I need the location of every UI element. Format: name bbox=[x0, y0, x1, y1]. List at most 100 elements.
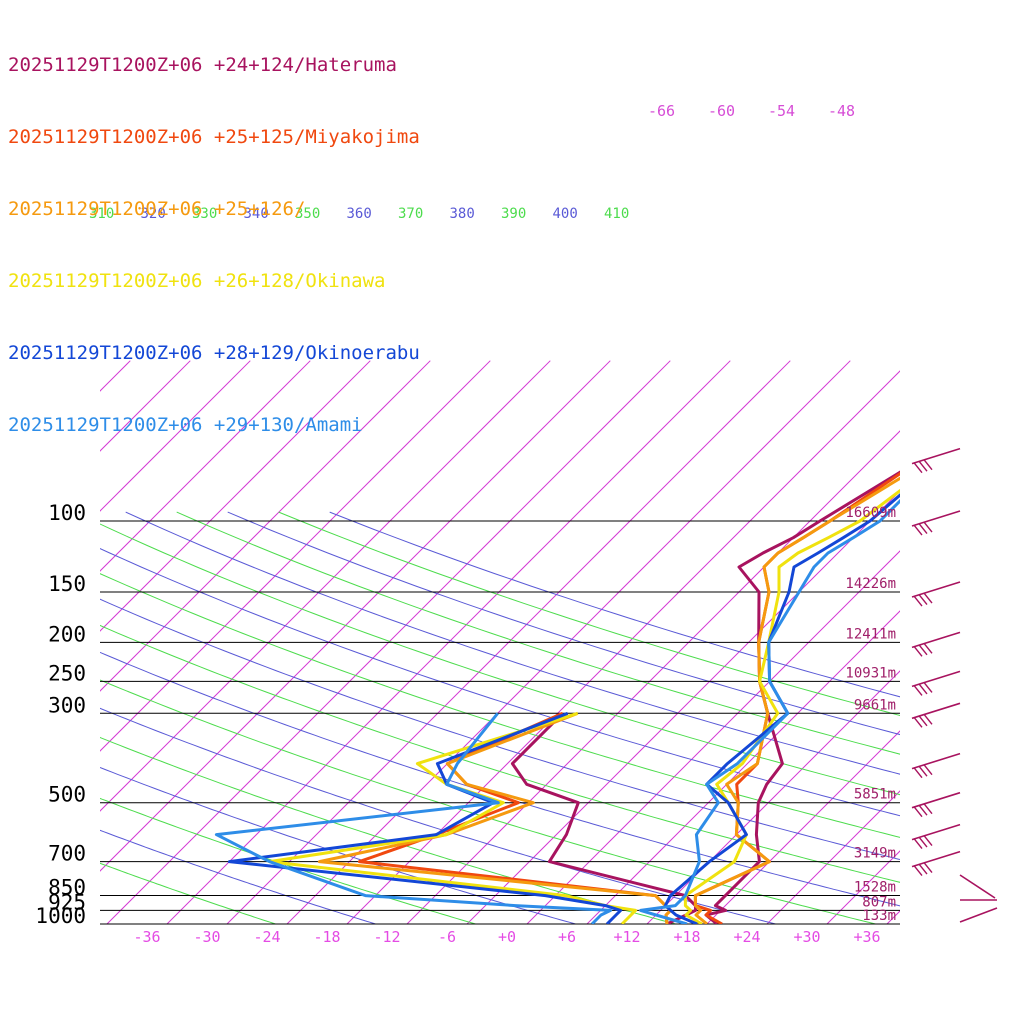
temperature-tick-label: -24 bbox=[253, 928, 280, 946]
isentrope-line bbox=[100, 598, 900, 861]
isentrope-label: 350 bbox=[295, 206, 320, 222]
pressure-label: 925 bbox=[48, 890, 86, 914]
dewpoint-line bbox=[317, 711, 673, 924]
temperature-tick-label: +18 bbox=[673, 928, 700, 946]
dewpoint-line bbox=[510, 712, 698, 924]
height-label: 3149m bbox=[854, 846, 896, 862]
isentrope-line bbox=[100, 547, 900, 817]
isentrope-label: 380 bbox=[450, 206, 475, 222]
legend-entry-hateruma: 20251129T1200Z+06 +24+124/Hateruma bbox=[8, 54, 397, 76]
temperature-line bbox=[704, 470, 900, 924]
wind-barb bbox=[911, 581, 961, 607]
height-label: 5851m bbox=[854, 787, 896, 803]
isotherm-line bbox=[646, 670, 900, 924]
temperature-tick-label: -30 bbox=[193, 928, 220, 946]
isentrope-label: 340 bbox=[244, 206, 269, 222]
legend-entry-okinoerabu: 20251129T1200Z+06 +28+129/Okinoerabu bbox=[8, 342, 420, 364]
isentrope-line bbox=[125, 511, 900, 775]
isentrope-label: 360 bbox=[347, 206, 372, 222]
pressure-label: 250 bbox=[48, 661, 86, 685]
isentrope-line bbox=[100, 624, 900, 883]
isentrope-label: 310 bbox=[89, 206, 114, 222]
upper-isotherm-label: -48 bbox=[828, 102, 855, 120]
height-label: 133m bbox=[862, 908, 896, 924]
temperature-line bbox=[683, 488, 900, 924]
temperature-tick-label: +24 bbox=[733, 928, 760, 946]
wind-barbs bbox=[911, 447, 998, 923]
isentrope-label: 390 bbox=[501, 206, 526, 222]
wind-barb bbox=[911, 670, 961, 696]
temperature-tick-label: -18 bbox=[313, 928, 340, 946]
height-label: 9661m bbox=[854, 697, 896, 713]
isotherm-line bbox=[947, 361, 1024, 924]
temperature-tick-label: -36 bbox=[133, 928, 160, 946]
temperature-tick-label: +0 bbox=[498, 928, 516, 946]
isentrope-label: 330 bbox=[192, 206, 217, 222]
pressure-label: 100 bbox=[48, 501, 86, 525]
isentrope-line bbox=[227, 511, 900, 736]
wind-barb bbox=[911, 752, 961, 779]
isotherm-line bbox=[100, 360, 311, 572]
isentrope-label: 400 bbox=[553, 206, 578, 222]
isentrope-line bbox=[100, 573, 900, 838]
wind-barb bbox=[911, 631, 961, 657]
wind-barb bbox=[911, 447, 961, 474]
wind-barb bbox=[911, 823, 961, 850]
isentrope-label: 320 bbox=[141, 206, 166, 222]
wind-barb bbox=[911, 791, 961, 818]
isentrope-line bbox=[278, 511, 900, 716]
height-label: 14226m bbox=[845, 576, 896, 592]
legend-entry-miyakojima: 20251129T1200Z+06 +25+125/Miyakojima bbox=[8, 126, 420, 148]
dewpoint-line bbox=[214, 712, 613, 924]
wind-barb bbox=[911, 850, 961, 877]
pressure-grid bbox=[100, 520, 900, 925]
pressure-label: 850 bbox=[48, 876, 86, 900]
legend-entry-okinawa: 20251129T1200Z+06 +26+128/Okinawa bbox=[8, 270, 386, 292]
dewpoint-line bbox=[227, 711, 623, 924]
temperature-tick-label: -12 bbox=[373, 928, 400, 946]
isotherm-line bbox=[100, 360, 371, 632]
upper-isotherm-label: -66 bbox=[648, 102, 675, 120]
upper-isotherm-label: -60 bbox=[708, 102, 735, 120]
legend: 20251129T1200Z+06 +24+124/Hateruma 20251… bbox=[8, 5, 420, 461]
isentrope-line bbox=[100, 707, 776, 924]
temperature-tick-label: +36 bbox=[853, 928, 880, 946]
wind-barb bbox=[959, 874, 998, 923]
height-label: 1528m bbox=[854, 880, 896, 896]
isotherm-line bbox=[100, 360, 251, 512]
pressure-label: 700 bbox=[48, 842, 86, 866]
isentrope-line bbox=[176, 511, 900, 755]
pressure-label: 200 bbox=[48, 622, 86, 646]
pressure-label: 1000 bbox=[35, 904, 86, 928]
temperature-tick-label: +6 bbox=[558, 928, 576, 946]
temperature-line bbox=[639, 498, 900, 924]
pressure-label: 300 bbox=[48, 693, 86, 717]
upper-isotherm-label: -54 bbox=[768, 102, 795, 120]
isotherm-line bbox=[886, 910, 900, 924]
isentrope-label: 410 bbox=[604, 206, 629, 222]
isotherm-line bbox=[1007, 361, 1024, 924]
pressure-label: 500 bbox=[48, 783, 86, 807]
profile-lines bbox=[214, 470, 900, 924]
wind-barb bbox=[911, 702, 961, 728]
temperature-tick-label: +12 bbox=[613, 928, 640, 946]
isentrope-label: 370 bbox=[398, 206, 423, 222]
height-label: 807m bbox=[862, 894, 896, 910]
isentrope-line bbox=[329, 511, 900, 698]
wind-barb bbox=[911, 510, 961, 536]
isentrope-line bbox=[100, 523, 900, 796]
isotherm-line bbox=[766, 790, 900, 924]
temperature-tick-label: -6 bbox=[438, 928, 456, 946]
temperature-tick-label: +30 bbox=[793, 928, 820, 946]
height-label: 16609m bbox=[845, 505, 896, 521]
chart-labels: 100 16609m 150 14226m 200 12411m 250 10931m 300 9… bbox=[35, 102, 896, 946]
pressure-label: 150 bbox=[48, 572, 86, 596]
temperature-line bbox=[663, 493, 900, 924]
height-label: 12411m bbox=[845, 626, 896, 642]
legend-entry-station-126: 20251129T1200Z+06 +25+126/ bbox=[8, 198, 306, 220]
isotherm-line bbox=[706, 730, 900, 924]
isentrope-grid bbox=[100, 511, 900, 924]
height-label: 10931m bbox=[845, 665, 896, 681]
legend-entry-amami: 20251129T1200Z+06 +29+130/Amami bbox=[8, 414, 363, 436]
